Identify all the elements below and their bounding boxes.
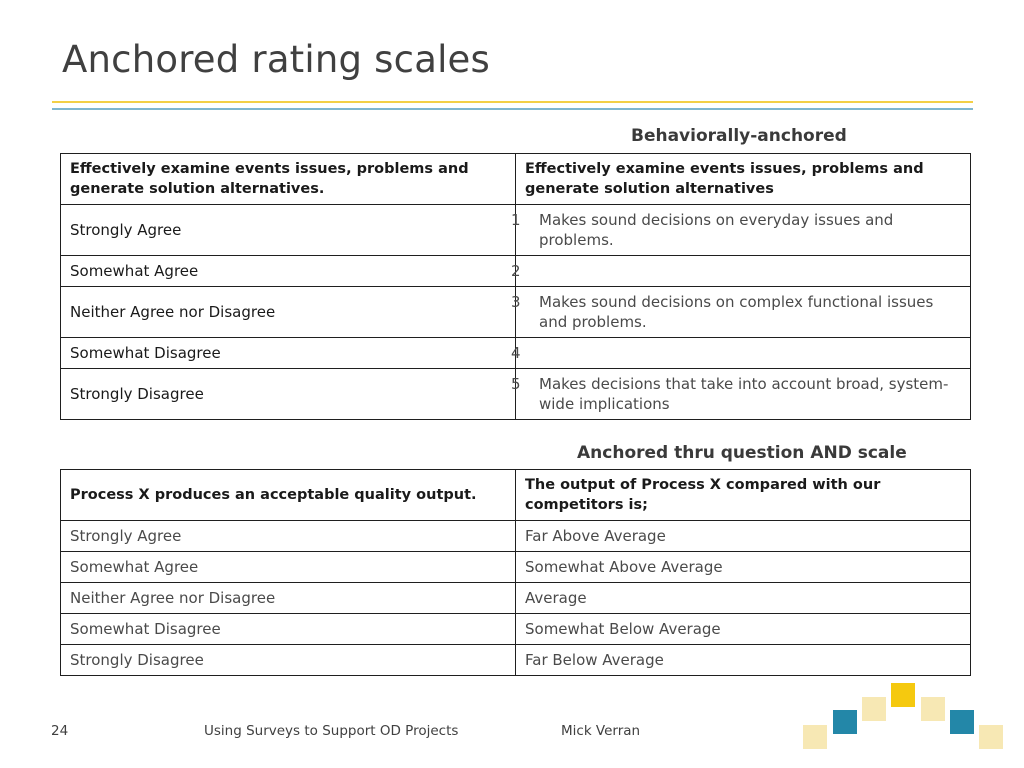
scale-cell: Somewhat Disagree xyxy=(60,613,516,645)
scale-cell: Somewhat Agree xyxy=(60,255,516,287)
anchor-cell: Far Below Average xyxy=(515,644,971,676)
table-header-cell: Effectively examine events issues, probl… xyxy=(515,153,971,205)
decor-square xyxy=(862,697,886,721)
table-row: Strongly Agree Far Above Average xyxy=(60,520,971,552)
table-row: Somewhat Disagree Somewhat Below Average xyxy=(60,613,971,645)
table-header-cell: The output of Process X compared with ou… xyxy=(515,469,971,521)
behaviorally-anchored-table: Effectively examine events issues, probl… xyxy=(60,153,971,420)
decor-square xyxy=(803,725,827,749)
anchor-cell: Somewhat Below Average xyxy=(515,613,971,645)
table-header-cell: Effectively examine events issues, probl… xyxy=(60,153,516,205)
scale-cell: Strongly Disagree xyxy=(60,644,516,676)
anchor-cell: Somewhat Above Average xyxy=(515,551,971,583)
scale-cell: Neither Agree nor Disagree xyxy=(60,582,516,614)
decor-square xyxy=(979,725,1003,749)
scale-cell: Strongly Agree xyxy=(60,520,516,552)
scale-cell: Somewhat Disagree xyxy=(60,337,516,369)
scale-cell: Somewhat Agree xyxy=(60,551,516,583)
anchor-text: Makes sound decisions on complex functio… xyxy=(539,293,934,331)
table-row: Strongly Disagree Far Below Average xyxy=(60,644,971,676)
table-row: Strongly Disagree 5 Makes decisions that … xyxy=(60,368,971,420)
anchor-text: Makes decisions that take into account b… xyxy=(539,375,949,413)
anchor-cell: 5 Makes decisions that take into account … xyxy=(511,368,971,420)
anchor-cell: 3 Makes sound decisions on complex functi… xyxy=(511,286,971,338)
anchor-cell: Far Above Average xyxy=(515,520,971,552)
page-number: 24 xyxy=(51,723,69,739)
anchor-number: 1 xyxy=(511,211,521,229)
decor-square xyxy=(833,710,857,734)
decor-square xyxy=(950,710,974,734)
anchor-number: 2 xyxy=(511,262,521,280)
table-header-cell: Process X produces an acceptable quality… xyxy=(60,469,516,521)
table-row: Somewhat Agree 2 xyxy=(60,255,971,287)
scale-cell: Neither Agree nor Disagree xyxy=(60,286,516,338)
anchor-number: 4 xyxy=(511,344,521,362)
question-and-scale-table: Process X produces an acceptable quality… xyxy=(60,469,971,676)
footer-author: Mick Verran xyxy=(561,723,641,739)
anchor-cell: 1 Makes sound decisions on everyday issue… xyxy=(511,204,971,256)
anchor-text: Makes sound decisions on everyday issues… xyxy=(539,211,894,249)
table1-caption: Behaviorally-anchored xyxy=(631,126,847,146)
footer-title: Using Surveys to Support OD Projects xyxy=(204,723,459,739)
scale-cell: Strongly Agree xyxy=(60,204,516,256)
anchor-number: 3 xyxy=(511,293,521,311)
anchor-cell: Average xyxy=(515,582,971,614)
scale-cell: Strongly Disagree xyxy=(60,368,516,420)
title-divider-yellow xyxy=(52,101,973,103)
anchor-cell: 4 xyxy=(511,337,971,369)
table-row: Neither Agree nor Disagree Average xyxy=(60,582,971,614)
slide-title: Anchored rating scales xyxy=(62,38,490,81)
table-row: Strongly Agree 1 Makes sound decisions on… xyxy=(60,204,971,256)
table-row: Neither Agree nor Disagree 3 Makes sound … xyxy=(60,286,971,338)
table2-caption: Anchored thru question AND scale xyxy=(577,443,907,463)
title-divider-blue xyxy=(52,108,973,110)
table-header-row: Process X produces an acceptable quality… xyxy=(60,469,971,521)
table-row: Somewhat Disagree 4 xyxy=(60,337,971,369)
decor-square xyxy=(921,697,945,721)
anchor-number: 5 xyxy=(511,375,521,393)
table-row: Somewhat Agree Somewhat Above Average xyxy=(60,551,971,583)
decor-square xyxy=(891,683,915,707)
table-header-row: Effectively examine events issues, probl… xyxy=(60,153,971,205)
anchor-cell: 2 xyxy=(511,255,971,287)
